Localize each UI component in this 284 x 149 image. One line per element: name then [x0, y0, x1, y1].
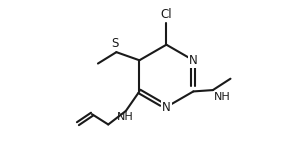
Text: Cl: Cl — [160, 8, 172, 21]
Text: NH: NH — [117, 112, 134, 122]
Text: NH: NH — [214, 92, 230, 102]
Text: N: N — [162, 101, 171, 114]
Text: N: N — [189, 54, 198, 67]
Text: S: S — [111, 37, 119, 50]
